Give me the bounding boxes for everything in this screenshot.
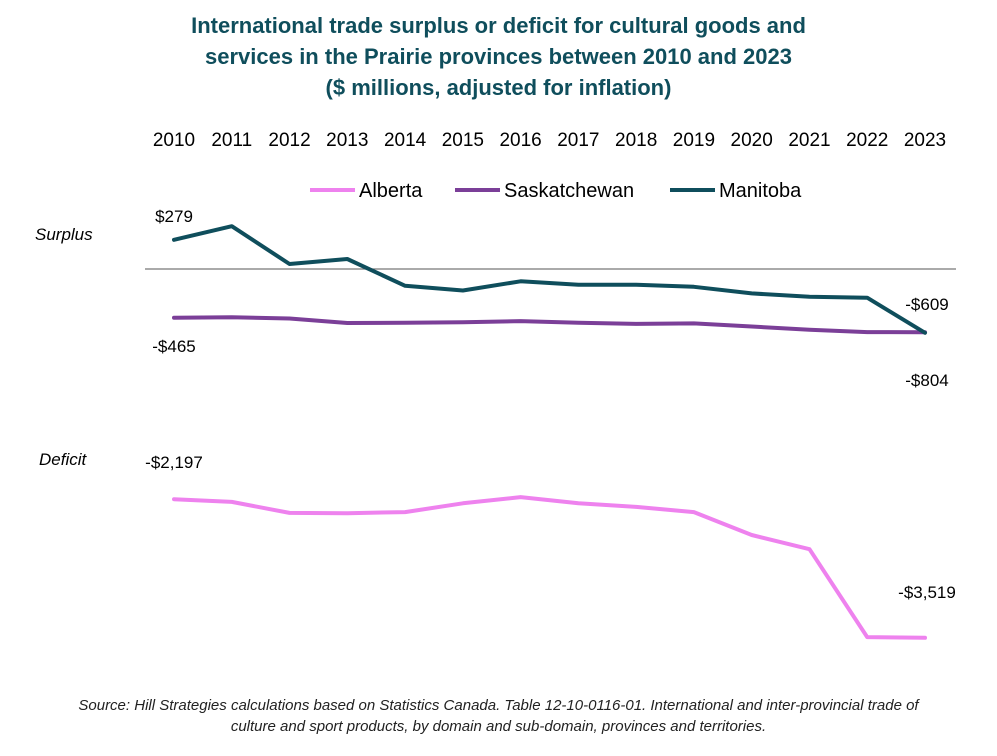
x-tick-label: 2010 bbox=[153, 130, 195, 151]
deficit-axis-label: Deficit bbox=[39, 450, 88, 469]
x-tick-label: 2013 bbox=[326, 130, 368, 151]
x-tick-label: 2023 bbox=[904, 130, 946, 151]
data-labels: $279 -$465 -$2,197 -$609 -$804 -$3,519 bbox=[145, 207, 956, 602]
x-tick-label: 2012 bbox=[268, 130, 310, 151]
data-label: -$3,519 bbox=[898, 583, 956, 602]
x-tick-label: 2017 bbox=[557, 130, 599, 151]
surplus-axis-label: Surplus bbox=[35, 225, 93, 244]
chart-title-line-3: ($ millions, adjusted for inflation) bbox=[325, 75, 672, 100]
data-label: -$609 bbox=[905, 295, 948, 314]
x-tick-label: 2021 bbox=[788, 130, 830, 151]
x-tick-label: 2022 bbox=[846, 130, 888, 151]
data-label: $279 bbox=[155, 207, 193, 226]
chart-title: International trade surplus or deficit f… bbox=[0, 10, 997, 103]
data-label: -$2,197 bbox=[145, 453, 203, 472]
x-tick-label: 2014 bbox=[384, 130, 427, 151]
source-note: Source: Hill Strategies calculations bas… bbox=[0, 695, 997, 737]
x-tick-label: 2015 bbox=[442, 130, 484, 151]
x-axis-ticks: 2010 2011 2012 2013 2014 2015 2016 2017 2018 2019… bbox=[153, 130, 946, 151]
legend-label: Saskatchewan bbox=[504, 180, 634, 202]
legend-label: Manitoba bbox=[719, 180, 802, 202]
chart-title-line-1: International trade surplus or deficit f… bbox=[191, 13, 806, 38]
legend: Alberta Saskatchewan Manitoba bbox=[310, 180, 802, 202]
legend-label: Alberta bbox=[359, 180, 423, 202]
series-line-alberta bbox=[172, 495, 927, 640]
series-lines bbox=[172, 224, 927, 640]
chart-title-line-2: services in the Prairie provinces betwee… bbox=[205, 44, 792, 69]
series-line-saskatchewan bbox=[172, 315, 927, 335]
source-line-2: culture and sport products, by domain an… bbox=[230, 718, 767, 735]
x-tick-label: 2020 bbox=[731, 130, 773, 151]
x-tick-label: 2011 bbox=[211, 130, 252, 151]
x-tick-label: 2018 bbox=[615, 130, 657, 151]
x-tick-label: 2019 bbox=[673, 130, 715, 151]
data-label: -$465 bbox=[152, 337, 195, 356]
data-label: -$804 bbox=[905, 371, 948, 390]
source-line-1: Source: Hill Strategies calculations bas… bbox=[78, 697, 919, 714]
series-line-manitoba bbox=[172, 224, 927, 335]
x-tick-label: 2016 bbox=[499, 130, 541, 151]
